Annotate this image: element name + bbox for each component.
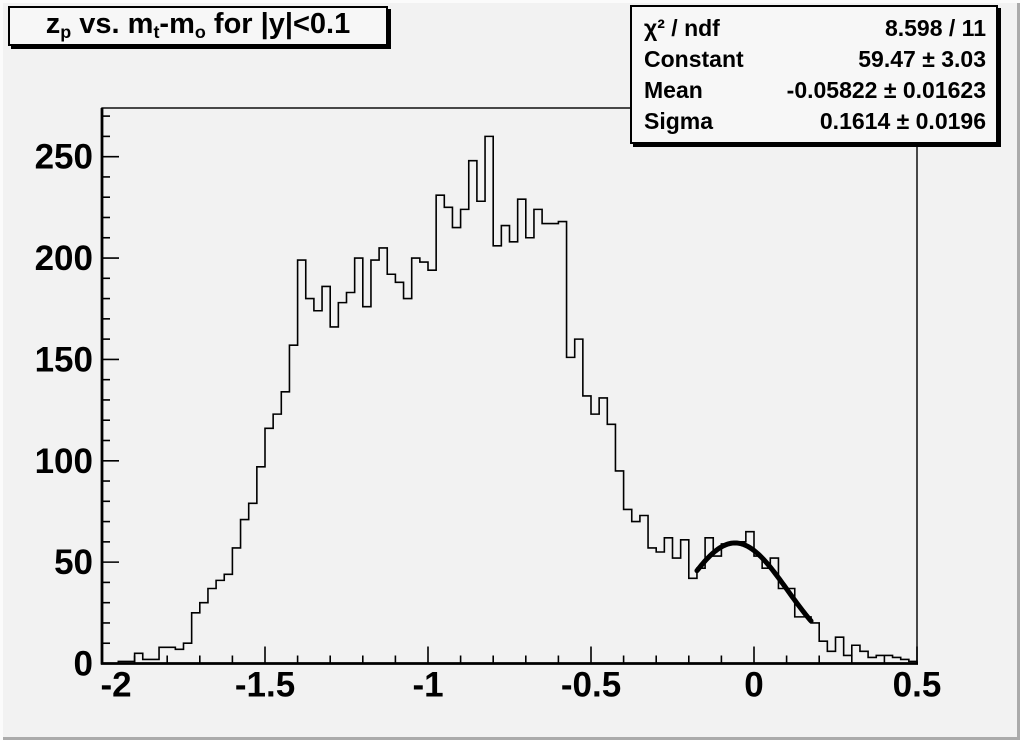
stats-row-mean: Mean -0.05822 ± 0.01623 — [644, 75, 986, 105]
title-seg: -m — [159, 8, 195, 41]
stats-value: 59.47 ± 3.03 — [858, 45, 986, 72]
stats-value: 8.598 / 11 — [884, 14, 986, 41]
x-tick-label: -1.5 — [235, 666, 295, 705]
title-seg: vs. m — [71, 8, 154, 41]
stats-value: -0.05822 ± 0.01623 — [786, 77, 986, 104]
stats-label: Mean — [644, 77, 703, 104]
x-tick-label: 0 — [744, 666, 763, 705]
y-tick-label: 150 — [35, 340, 93, 379]
title-sub: p — [60, 22, 72, 43]
y-tick-label: 200 — [35, 239, 93, 278]
stats-value: 0.1614 ± 0.0196 — [819, 108, 986, 135]
y-tick-label: 100 — [35, 442, 93, 481]
stats-row-chi2: χ² / ndf 8.598 / 11 — [644, 13, 986, 43]
y-tick-label: 0 — [74, 645, 93, 684]
gaussian-fit-curve — [694, 540, 814, 624]
stats-label: Sigma — [644, 108, 714, 135]
stats-label: Constant — [644, 45, 744, 72]
x-tick-label: 0.5 — [893, 666, 942, 705]
title-sub: t — [153, 22, 160, 43]
x-tick-label: -0.5 — [561, 666, 621, 705]
stats-box: χ² / ndf 8.598 / 11 Constant 59.47 ± 3.0… — [630, 5, 998, 144]
stats-row-sigma: Sigma 0.1614 ± 0.0196 — [644, 106, 986, 136]
x-tick-label: -2 — [100, 666, 131, 705]
title-text: zp vs. mt-mo for |y|<0.1 — [46, 8, 351, 43]
y-tick-label: 50 — [54, 543, 93, 582]
title-sub: o — [194, 22, 206, 43]
title-box: zp vs. mt-mo for |y|<0.1 — [8, 6, 388, 46]
stats-label: χ² / ndf — [644, 14, 720, 41]
histogram-outline — [102, 135, 918, 665]
stats-row-constant: Constant 59.47 ± 3.03 — [644, 44, 986, 74]
x-tick-label: -1 — [412, 666, 443, 705]
title-seg: for |y|<0.1 — [205, 8, 351, 41]
axis-tick-labels: -2 -1.5 -1 -0.5 0 0.5 0 50 100 150 200 250 — [35, 138, 942, 705]
title-seg: z — [45, 8, 61, 41]
axis-ticks — [101, 115, 918, 665]
y-tick-label: 250 — [35, 138, 93, 177]
